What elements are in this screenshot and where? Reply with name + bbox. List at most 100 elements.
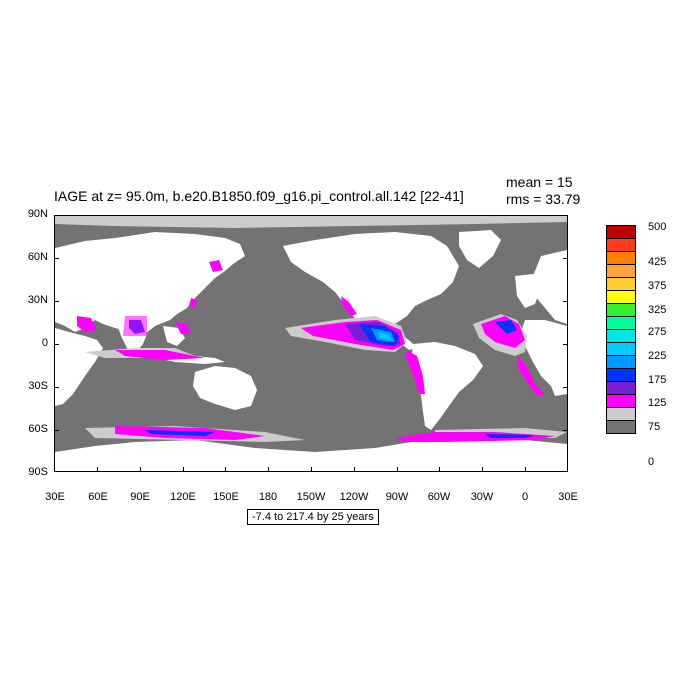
colorbar-cell — [606, 277, 636, 291]
y-tick-right — [563, 430, 568, 431]
colorbar — [606, 225, 636, 434]
land-europe — [515, 274, 541, 308]
land-africa — [55, 328, 103, 406]
colorbar-label: 75 — [648, 421, 661, 433]
land-antarctica — [55, 436, 567, 471]
y-tick — [54, 258, 59, 259]
colorbar-cell — [606, 329, 636, 343]
atlantic-tongue-magenta — [481, 316, 525, 348]
southern-ocean-band-blue — [145, 430, 215, 436]
atlantic-tongue-blue — [495, 320, 517, 334]
colorbar-cell — [606, 368, 636, 382]
plot-title: IAGE at z= 95.0m, b.e20.B1850.f09_g16.pi… — [54, 188, 464, 204]
colorbar-cell — [606, 355, 636, 369]
colorbar-cell — [606, 342, 636, 356]
y-tick — [54, 215, 59, 216]
mean-label: mean = 15 — [506, 174, 573, 190]
colorbar-cell — [606, 251, 636, 265]
colorbar-label: 275 — [648, 326, 667, 338]
land-africa-east — [521, 320, 567, 396]
peru-coast-strip — [405, 350, 425, 394]
y-label-90n: 90N — [27, 208, 48, 220]
colorbar-label: 325 — [648, 304, 667, 316]
colorbar-cell — [606, 407, 636, 421]
x-label: 150E — [213, 491, 239, 503]
colorbar-cell — [606, 303, 636, 317]
x-tick — [225, 467, 226, 472]
land-north-america — [283, 232, 459, 332]
map-canvas — [55, 216, 567, 471]
x-label: 0 — [521, 491, 529, 503]
arctic-band — [55, 216, 567, 228]
x-label: 120W — [339, 491, 369, 503]
colorbar-cell — [606, 290, 636, 304]
indian-ocean-band-magenta — [115, 350, 205, 360]
x-tick — [268, 467, 269, 472]
x-tick — [354, 467, 355, 472]
na-coast-strip — [341, 296, 357, 316]
y-tick — [54, 387, 59, 388]
colorbar-label: 375 — [648, 280, 667, 292]
okhotsk-magenta — [209, 260, 223, 272]
y-label-60s: 60S — [28, 423, 48, 435]
x-tick — [397, 467, 398, 472]
colorbar-cell — [606, 225, 636, 239]
y-tick — [54, 301, 59, 302]
y-label-30s: 30S — [28, 380, 48, 392]
y-label-90s: 90S — [28, 466, 48, 478]
x-tick — [525, 467, 526, 472]
y-tick — [54, 471, 59, 472]
x-label: 120E — [170, 491, 196, 503]
y-tick-right — [563, 387, 568, 388]
southern-ocean-band-atl-blue — [485, 434, 535, 438]
land-eurasia-east — [533, 250, 567, 324]
x-tick — [183, 467, 184, 472]
y-tick — [54, 430, 59, 431]
colorbar-label: 175 — [648, 374, 667, 386]
x-tick — [140, 467, 141, 472]
stats-block: mean = 15 rms = 33.79 — [506, 174, 580, 208]
x-tick — [567, 467, 568, 472]
pacific-tongue-cyan — [379, 332, 391, 340]
land-greenland — [459, 230, 501, 268]
x-label: 60W — [427, 491, 451, 503]
x-tick — [311, 467, 312, 472]
southern-ocean-band-atl-magenta — [395, 432, 555, 442]
colorbar-cell — [606, 238, 636, 252]
x-label: 60E — [88, 491, 108, 503]
x-tick — [482, 467, 483, 472]
colorbar-cell — [606, 264, 636, 278]
x-label: 30W — [470, 491, 494, 503]
y-label-30n: 30N — [27, 294, 48, 306]
colorbar-cell — [606, 381, 636, 395]
land-australia — [193, 366, 257, 410]
y-tick-right — [563, 301, 568, 302]
colorbar-label: 0 — [648, 456, 655, 468]
y-tick-right — [563, 215, 568, 216]
colorbar-cell — [606, 420, 636, 434]
benguela-strip — [517, 356, 545, 396]
colorbar-cell — [606, 316, 636, 330]
x-label: 90W — [385, 491, 409, 503]
x-label: 30E — [45, 491, 65, 503]
colorbar-label: 225 — [648, 350, 667, 362]
map-frame — [54, 215, 568, 472]
y-tick-right — [563, 344, 568, 345]
y-label-eq: 0 — [41, 337, 48, 349]
arabian-sea-magenta — [77, 316, 97, 332]
y-tick-right — [563, 258, 568, 259]
contour-range-label: -7.4 to 217.4 by 25 years — [247, 509, 379, 525]
y-tick — [54, 344, 59, 345]
x-label: 150W — [296, 491, 326, 503]
x-tick — [54, 467, 55, 472]
colorbar-label: 125 — [648, 397, 667, 409]
colorbar-cell — [606, 394, 636, 408]
x-label: 90E — [130, 491, 150, 503]
x-label: 30E — [558, 491, 578, 503]
colorbar-label: 425 — [648, 256, 667, 268]
x-label: 180 — [258, 491, 278, 503]
bay-of-bengal-magenta — [123, 316, 147, 336]
land-south-america — [411, 342, 483, 430]
y-label-60n: 60N — [27, 251, 48, 263]
japan-sea-magenta — [189, 298, 197, 308]
